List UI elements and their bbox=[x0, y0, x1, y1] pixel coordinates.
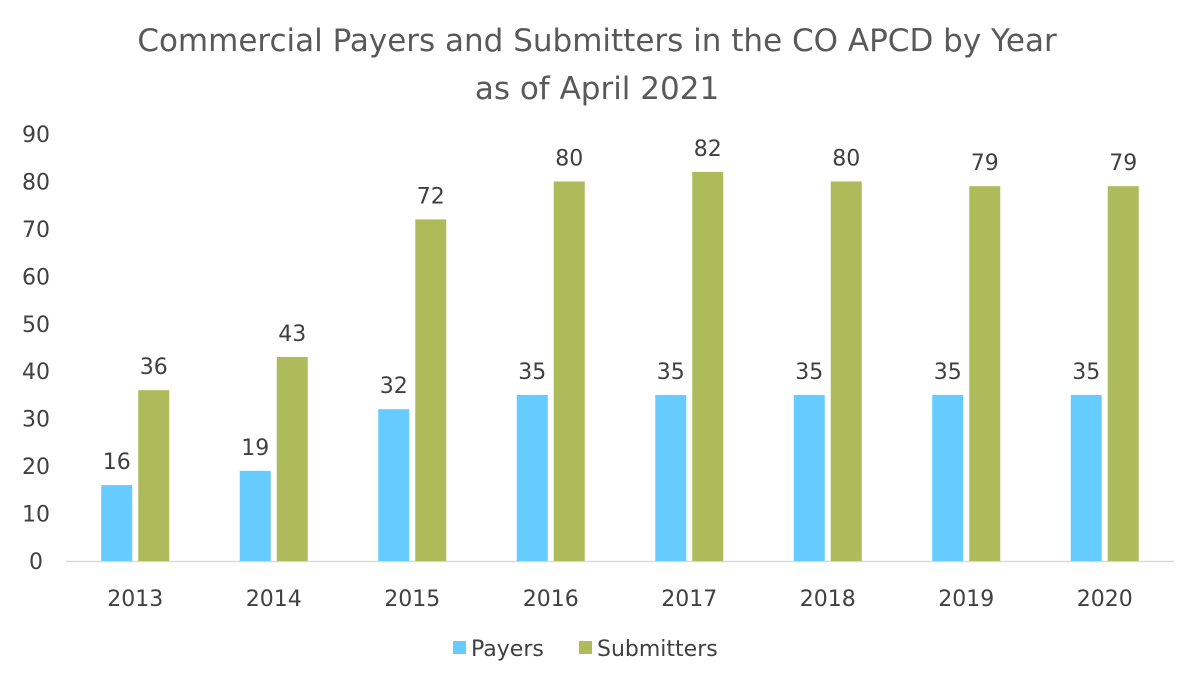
bar-payers-2019 bbox=[932, 394, 964, 561]
x-tick-label: 2015 bbox=[384, 587, 440, 612]
y-tick-label: 40 bbox=[22, 360, 50, 385]
bar-submitters-2014 bbox=[276, 356, 308, 561]
y-tick-label: 50 bbox=[22, 313, 50, 338]
y-tick-label: 0 bbox=[29, 550, 43, 575]
data-label-payers-2020: 35 bbox=[1072, 360, 1100, 385]
bar-payers-2016 bbox=[516, 394, 548, 561]
bar-submitters-2019 bbox=[969, 186, 1001, 561]
data-label-payers-2014: 19 bbox=[241, 436, 269, 461]
data-label-submitters-2014: 43 bbox=[278, 322, 306, 347]
bar-submitters-2018 bbox=[830, 181, 862, 561]
chart-title: Commercial Payers and Submitters in the … bbox=[137, 23, 1057, 59]
legend-swatch-submitters bbox=[579, 641, 592, 654]
x-tick-label: 2020 bbox=[1077, 587, 1133, 612]
data-label-payers-2016: 35 bbox=[518, 360, 546, 385]
data-label-payers-2017: 35 bbox=[657, 360, 685, 385]
bar-submitters-2020 bbox=[1107, 186, 1139, 561]
data-label-submitters-2018: 80 bbox=[832, 146, 860, 171]
legend: Payers Submitters bbox=[453, 637, 718, 662]
data-label-submitters-2017: 82 bbox=[694, 137, 722, 162]
bars-group bbox=[101, 171, 1139, 561]
data-label-payers-2013: 16 bbox=[103, 450, 131, 475]
bar-payers-2014 bbox=[239, 470, 271, 561]
legend-label-payers: Payers bbox=[471, 637, 544, 662]
chart-subtitle: as of April 2021 bbox=[475, 71, 719, 107]
x-axis: 2013 2014 2015 2016 2017 2018 2019 2020 bbox=[107, 587, 1133, 612]
data-label-submitters-2015: 72 bbox=[417, 184, 445, 209]
legend-label-submitters: Submitters bbox=[597, 637, 718, 662]
y-tick-label: 60 bbox=[22, 265, 50, 290]
y-tick-label: 90 bbox=[22, 123, 50, 148]
y-axis: 0 10 20 30 40 50 60 70 80 90 bbox=[22, 123, 50, 575]
bar-payers-2013 bbox=[101, 485, 133, 561]
bar-payers-2015 bbox=[378, 409, 410, 561]
bar-payers-2017 bbox=[655, 394, 687, 561]
bar-submitters-2015 bbox=[415, 219, 447, 561]
bar-submitters-2016 bbox=[553, 181, 585, 561]
x-tick-label: 2019 bbox=[938, 587, 994, 612]
bar-payers-2018 bbox=[793, 394, 825, 561]
legend-swatch-payers bbox=[453, 641, 466, 654]
data-label-payers-2019: 35 bbox=[934, 360, 962, 385]
data-label-submitters-2019: 79 bbox=[971, 151, 999, 176]
bar-submitters-2013 bbox=[138, 390, 170, 561]
data-label-payers-2015: 32 bbox=[380, 374, 408, 399]
x-tick-label: 2016 bbox=[523, 587, 579, 612]
y-tick-label: 80 bbox=[22, 170, 50, 195]
x-tick-label: 2018 bbox=[800, 587, 856, 612]
y-tick-label: 10 bbox=[22, 503, 50, 528]
x-tick-label: 2017 bbox=[661, 587, 717, 612]
bar-payers-2020 bbox=[1070, 394, 1102, 561]
data-label-submitters-2013: 36 bbox=[140, 355, 168, 380]
data-label-payers-2018: 35 bbox=[795, 360, 823, 385]
y-tick-label: 30 bbox=[22, 408, 50, 433]
data-label-submitters-2020: 79 bbox=[1109, 151, 1137, 176]
y-tick-label: 20 bbox=[22, 455, 50, 480]
bar-submitters-2017 bbox=[692, 171, 724, 561]
y-tick-label: 70 bbox=[22, 218, 50, 243]
data-labels-group: 16 36 19 43 32 72 35 80 35 82 35 80 35 79 35 79 bbox=[103, 137, 1138, 475]
data-label-submitters-2016: 80 bbox=[555, 146, 583, 171]
x-tick-label: 2013 bbox=[107, 587, 163, 612]
x-tick-label: 2014 bbox=[246, 587, 302, 612]
